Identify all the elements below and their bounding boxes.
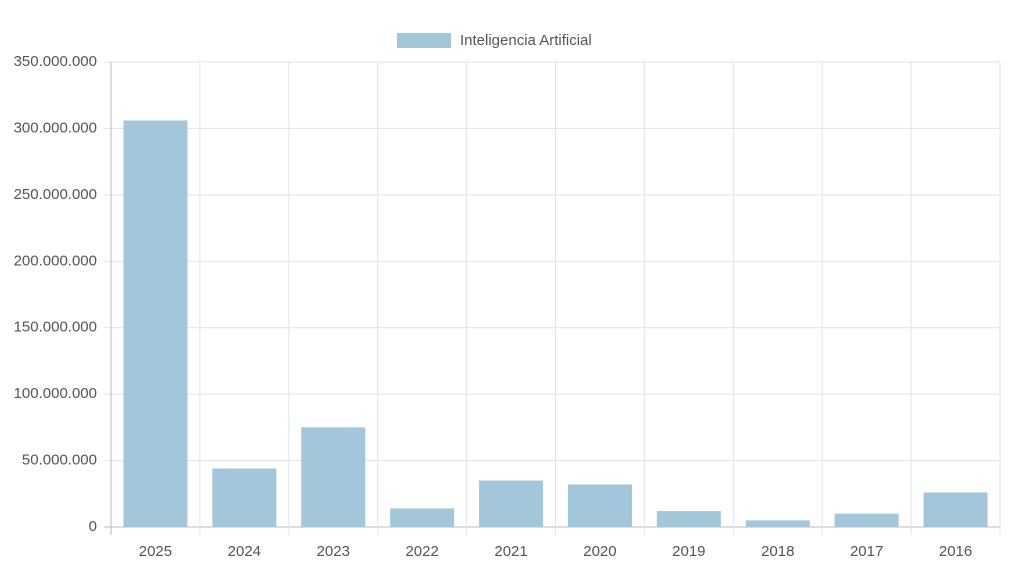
x-tick-label: 2023 <box>317 543 350 560</box>
x-tick-label: 2016 <box>939 543 972 560</box>
y-tick-label: 250.000.000 <box>14 186 97 203</box>
y-tick-label: 100.000.000 <box>14 385 97 402</box>
x-tick-label: 2025 <box>139 543 172 560</box>
y-tick-label: 300.000.000 <box>14 119 97 136</box>
bar <box>834 513 899 527</box>
y-tick-label: 0 <box>89 518 97 535</box>
x-tick-label: 2024 <box>228 543 261 560</box>
x-tick-label: 2021 <box>494 543 527 560</box>
legend-swatch[interactable] <box>397 33 451 48</box>
y-tick-label: 200.000.000 <box>14 252 97 269</box>
bar <box>212 468 277 527</box>
bar <box>656 511 721 527</box>
bar <box>390 508 455 527</box>
x-tick-label: 2018 <box>761 543 794 560</box>
legend-label[interactable]: Inteligencia Artificial <box>460 32 592 49</box>
y-tick-label: 350.000.000 <box>14 53 97 70</box>
y-tick-label: 50.000.000 <box>22 452 97 469</box>
x-tick-label: 2020 <box>583 543 616 560</box>
bar <box>923 492 988 527</box>
bar <box>301 427 366 527</box>
x-tick-label: 2017 <box>850 543 883 560</box>
y-tick-label: 150.000.000 <box>14 319 97 336</box>
x-tick-label: 2019 <box>672 543 705 560</box>
bar <box>745 520 810 527</box>
x-tick-label: 2022 <box>405 543 438 560</box>
bar <box>567 484 632 527</box>
bar <box>479 480 544 527</box>
bar <box>123 120 188 527</box>
